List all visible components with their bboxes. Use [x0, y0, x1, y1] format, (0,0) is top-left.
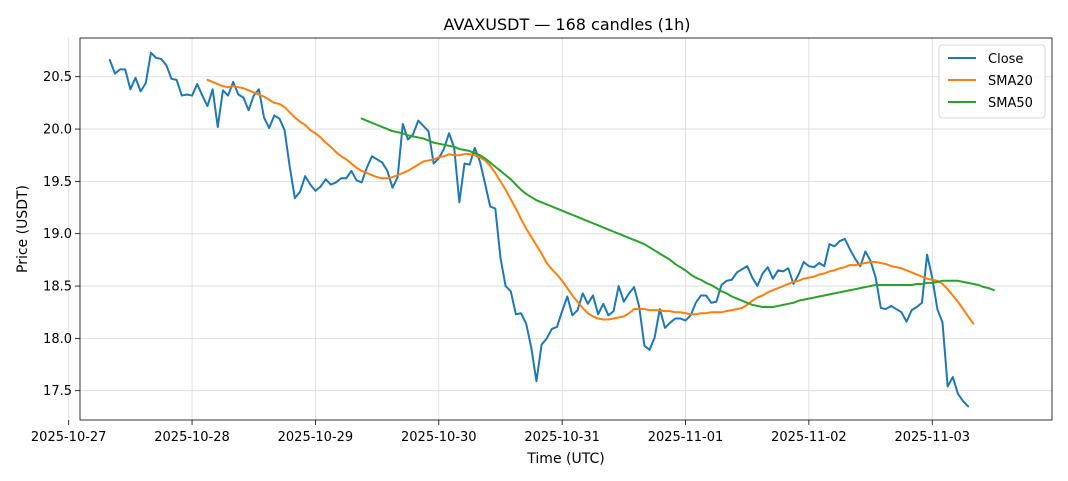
y-tick-label: 20.0	[43, 123, 72, 138]
y-tick-label: 19.0	[43, 227, 72, 242]
y-tick-label: 19.5	[43, 175, 72, 190]
y-tick-label: 17.5	[43, 384, 72, 399]
x-tick-label: 2025-10-29	[278, 430, 354, 445]
y-tick-label: 20.5	[43, 70, 72, 85]
x-tick-label: 2025-10-27	[31, 430, 107, 445]
x-tick-label: 2025-10-28	[154, 430, 230, 445]
series-line-close	[108, 51, 970, 408]
y-tick-label: 18.5	[43, 280, 72, 295]
y-tick-label: 18.0	[43, 332, 72, 347]
plot-area-frame	[79, 37, 1053, 421]
series-line-sma50	[360, 117, 995, 308]
legend-label-sma50: SMA50	[988, 96, 1033, 111]
y-axis-label: Price (USDT)	[15, 185, 31, 273]
legend-box	[938, 44, 1046, 119]
x-tick-label: 2025-11-01	[648, 430, 724, 445]
legend-label-close: Close	[988, 52, 1023, 67]
x-tick-label: 2025-10-31	[524, 430, 600, 445]
x-tick-label: 2025-11-02	[771, 430, 847, 445]
legend: Close SMA20 SMA50	[938, 44, 1046, 119]
series-lines	[108, 51, 995, 408]
axis-ticks: 2025-10-27 2025-10-28 2025-10-29 2025-10-30…	[31, 70, 970, 445]
x-axis-label: Time (UTC)	[526, 451, 604, 467]
legend-label-sma20: SMA20	[988, 74, 1033, 89]
series-line-sma20	[206, 78, 975, 325]
x-tick-label: 2025-10-30	[401, 430, 477, 445]
x-tick-label: 2025-11-03	[894, 430, 970, 445]
chart-title: AVAXUSDT — 168 candles (1h)	[444, 15, 691, 34]
